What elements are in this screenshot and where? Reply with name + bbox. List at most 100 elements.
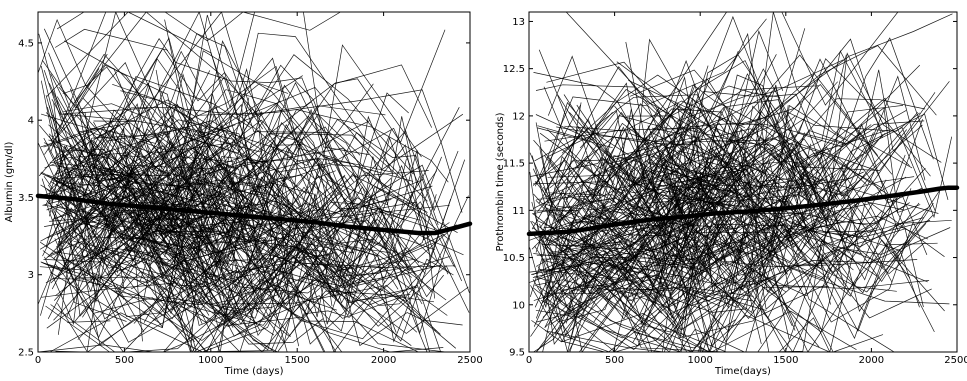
prothrombin-trajectory-line [661,54,847,223]
albumin-trajectory-line [53,233,445,346]
albumin-trajectory-line [155,44,422,166]
prothrombin-trajectory-line [633,319,736,349]
prothrombin-trajectory-line [532,128,657,186]
albumin-trajectory-line [134,126,234,183]
prothrombin-trajectory-line [543,155,627,236]
albumin-y-tick-label: 3 [28,270,34,281]
prothrombin-trajectory-line [586,89,923,197]
prothrombin-trajectory-line [565,203,750,324]
albumin-trajectory-line [164,107,449,183]
prothrombin-x-tick-label: 1500 [773,355,798,366]
prothrombin-trajectory-line [540,157,659,312]
prothrombin-trajectory-line [549,138,807,302]
albumin-trajectory-line [54,106,459,247]
albumin-trajectory-line [48,12,278,208]
albumin-trajectory-line [154,192,413,313]
prothrombin-trajectory-line [678,244,779,291]
albumin-trajectory-line [41,128,440,317]
albumin-trajectory-line [64,168,166,282]
albumin-trajectory-line [49,47,263,192]
prothrombin-trajectory-line [662,169,925,352]
prothrombin-trajectory-line [563,94,796,182]
albumin-trajectory-line [120,90,214,133]
prothrombin-y-tick-label: 12.5 [503,64,525,75]
prothrombin-x-axis-label: Time(days) [714,366,771,376]
albumin-panel: 0 500 1000 1500 2000 2500 2.5 3 3.5 4 4.5 Time (d… [4,11,483,377]
albumin-x-axis-label: Time (days) [223,366,283,376]
albumin-trajectory-line [134,198,451,340]
albumin-trajectory-line [155,67,295,281]
albumin-x-tick-label: 1500 [284,355,309,366]
albumin-trajectory-line [54,166,275,267]
prothrombin-y-axis-label: Prothrombin time (seconds) [495,112,506,251]
albumin-trajectory-line [42,60,100,109]
albumin-trajectory-line [163,256,470,352]
albumin-trajectory-line [46,205,113,287]
prothrombin-trajectory-line [615,84,876,211]
prothrombin-trajectory-line [613,108,733,204]
albumin-trajectory-line [107,142,418,333]
albumin-trajectory-line [55,28,169,51]
albumin-trajectory-line [84,223,171,248]
prothrombin-trajectory-line [664,110,920,213]
prothrombin-trajectory-line [545,290,753,352]
albumin-trajectory-line [62,66,298,181]
prothrombin-trajectory-line [584,203,945,352]
albumin-x-tick-label: 2500 [457,355,482,366]
albumin-trajectory-line [124,208,185,290]
prothrombin-y-tick-label: 12 [512,111,525,122]
prothrombin-trajectory-line [570,274,777,298]
prothrombin-trajectory-line [529,208,823,333]
albumin-y-tick-label: 4 [28,116,34,127]
prothrombin-trajectory-line [557,146,901,280]
albumin-trajectory-line [48,38,356,213]
albumin-trajectory-line [94,214,235,278]
albumin-y-axis-label: Albumin (gm/dl) [4,142,15,223]
albumin-trajectory-line [57,303,151,352]
prothrombin-trajectory-line [561,202,910,341]
prothrombin-y-tick-label: 11 [512,206,525,217]
albumin-x-tick-label: 500 [115,355,134,366]
albumin-trajectory-line [53,258,337,352]
prothrombin-trajectory-line [544,127,701,142]
prothrombin-trajectory-line [536,302,590,323]
albumin-trajectory-line [113,67,444,298]
albumin-trajectory-line [115,283,145,333]
albumin-trajectory-line [38,344,434,352]
albumin-trajectory-line [43,142,85,184]
albumin-trajectory-line [93,12,446,143]
prothrombin-x-ticks: 0 500 1000 1500 2000 2500 [526,12,967,366]
albumin-trajectory-line [181,252,232,289]
prothrombin-trajectory-line [671,113,949,236]
albumin-trajectory-line [106,202,415,352]
prothrombin-trajectory-line [536,104,581,185]
prothrombin-trajectory-line [537,127,613,149]
prothrombin-trajectory-line [533,50,739,237]
albumin-plot-frame [37,11,471,353]
prothrombin-trajectory-line [559,150,942,313]
albumin-trajectory-line [47,201,287,326]
albumin-trajectory-line [40,33,442,263]
prothrombin-trajectory-line [529,198,900,291]
albumin-trajectory-line [58,272,442,352]
albumin-trajectory-line [52,160,392,317]
albumin-trajectory-line [49,172,277,244]
albumin-trajectory-line [78,122,428,238]
albumin-trajectory-line [79,187,340,315]
prothrombin-trajectory-line [588,128,790,247]
prothrombin-trajectory-line [595,170,836,276]
albumin-trajectory-line [167,220,433,305]
albumin-trajectory-line [85,168,201,267]
albumin-trajectory-line [43,69,177,182]
prothrombin-trajectory-line [532,30,784,228]
prothrombin-trajectory-line [543,83,893,175]
prothrombin-trajectory-line [595,136,878,279]
prothrombin-trajectory-line [545,215,658,273]
prothrombin-trajectory-line [543,167,926,304]
prothrombin-trajectory-line [650,146,915,207]
albumin-trajectory-line [112,83,464,171]
prothrombin-trajectory-line [544,28,806,198]
prothrombin-trajectory-line [579,239,945,352]
prothrombin-trajectory-line [547,55,819,143]
albumin-trajectory-line [122,172,210,316]
